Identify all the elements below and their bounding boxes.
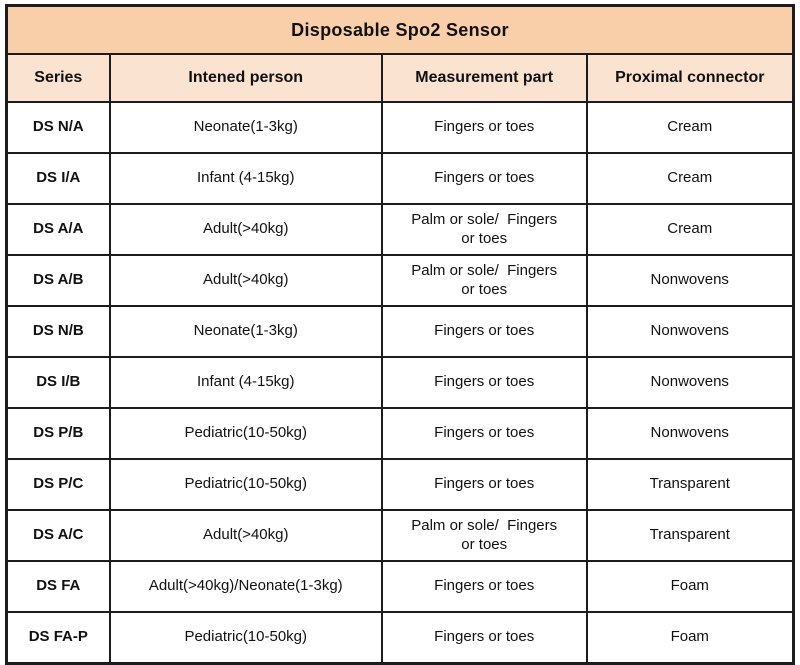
cell-series: DS P/B: [5, 407, 111, 460]
table-row: DS I/B Infant (4-15kg) Fingers or toes N…: [5, 356, 795, 409]
cell-proximal-connector: Nonwovens: [585, 254, 795, 307]
cell-series: DS N/B: [5, 305, 111, 358]
cell-measurement-part: Fingers or toes: [380, 407, 588, 460]
cell-intended-person: Pediatric(10-50kg): [108, 407, 383, 460]
cell-measurement-part: Fingers or toes: [380, 560, 588, 613]
cell-measurement-part: Palm or sole/ Fingers or toes: [380, 254, 588, 307]
cell-series: DS FA-P: [5, 611, 111, 665]
cell-proximal-connector: Cream: [585, 152, 795, 205]
table-row: DS P/C Pediatric(10-50kg) Fingers or toe…: [5, 458, 795, 511]
cell-series: DS A/A: [5, 203, 111, 256]
cell-series: DS I/B: [5, 356, 111, 409]
cell-series: DS N/A: [5, 101, 111, 154]
cell-measurement-part: Fingers or toes: [380, 101, 588, 154]
cell-intended-person: Pediatric(10-50kg): [108, 611, 383, 665]
table-row: DS N/B Neonate(1-3kg) Fingers or toes No…: [5, 305, 795, 358]
column-header-series: Series: [5, 53, 111, 103]
table-row: DS A/A Adult(>40kg) Palm or sole/ Finger…: [5, 203, 795, 256]
table-row: DS FA Adult(>40kg)/Neonate(1-3kg) Finger…: [5, 560, 795, 613]
cell-proximal-connector: Transparent: [585, 509, 795, 562]
column-header-row: Series Intened person Measurement part P…: [5, 53, 795, 103]
cell-series: DS P/C: [5, 458, 111, 511]
cell-measurement-part: Fingers or toes: [380, 356, 588, 409]
column-header-proximal-connector: Proximal connector: [585, 53, 795, 103]
cell-proximal-connector: Cream: [585, 203, 795, 256]
title-row: Disposable Spo2 Sensor: [5, 4, 795, 55]
table-row: DS I/A Infant (4-15kg) Fingers or toes C…: [5, 152, 795, 205]
column-header-intended-person: Intened person: [108, 53, 383, 103]
cell-series: DS A/B: [5, 254, 111, 307]
cell-intended-person: Neonate(1-3kg): [108, 305, 383, 358]
cell-series: DS I/A: [5, 152, 111, 205]
cell-intended-person: Neonate(1-3kg): [108, 101, 383, 154]
cell-proximal-connector: Nonwovens: [585, 407, 795, 460]
cell-intended-person: Adult(>40kg)/Neonate(1-3kg): [108, 560, 383, 613]
cell-proximal-connector: Nonwovens: [585, 356, 795, 409]
cell-intended-person: Adult(>40kg): [108, 203, 383, 256]
table-row: DS FA-P Pediatric(10-50kg) Fingers or to…: [5, 611, 795, 665]
table-title: Disposable Spo2 Sensor: [5, 4, 795, 55]
cell-series: DS FA: [5, 560, 111, 613]
cell-measurement-part: Palm or sole/ Fingers or toes: [380, 203, 588, 256]
cell-proximal-connector: Foam: [585, 560, 795, 613]
cell-measurement-part: Fingers or toes: [380, 152, 588, 205]
cell-intended-person: Infant (4-15kg): [108, 356, 383, 409]
table-row: DS N/A Neonate(1-3kg) Fingers or toes Cr…: [5, 101, 795, 154]
cell-intended-person: Pediatric(10-50kg): [108, 458, 383, 511]
cell-proximal-connector: Foam: [585, 611, 795, 665]
table-row: DS A/B Adult(>40kg) Palm or sole/ Finger…: [5, 254, 795, 307]
column-header-measurement-part: Measurement part: [380, 53, 588, 103]
cell-intended-person: Adult(>40kg): [108, 254, 383, 307]
cell-measurement-part: Fingers or toes: [380, 305, 588, 358]
table-row: DS P/B Pediatric(10-50kg) Fingers or toe…: [5, 407, 795, 460]
spo2-sensor-spec-table: Disposable Spo2 Sensor Series Intened pe…: [5, 4, 795, 665]
cell-series: DS A/C: [5, 509, 111, 562]
cell-intended-person: Adult(>40kg): [108, 509, 383, 562]
cell-intended-person: Infant (4-15kg): [108, 152, 383, 205]
cell-measurement-part: Fingers or toes: [380, 611, 588, 665]
cell-measurement-part: Palm or sole/ Fingers or toes: [380, 509, 588, 562]
cell-proximal-connector: Nonwovens: [585, 305, 795, 358]
cell-proximal-connector: Transparent: [585, 458, 795, 511]
cell-measurement-part: Fingers or toes: [380, 458, 588, 511]
table-row: DS A/C Adult(>40kg) Palm or sole/ Finger…: [5, 509, 795, 562]
cell-proximal-connector: Cream: [585, 101, 795, 154]
